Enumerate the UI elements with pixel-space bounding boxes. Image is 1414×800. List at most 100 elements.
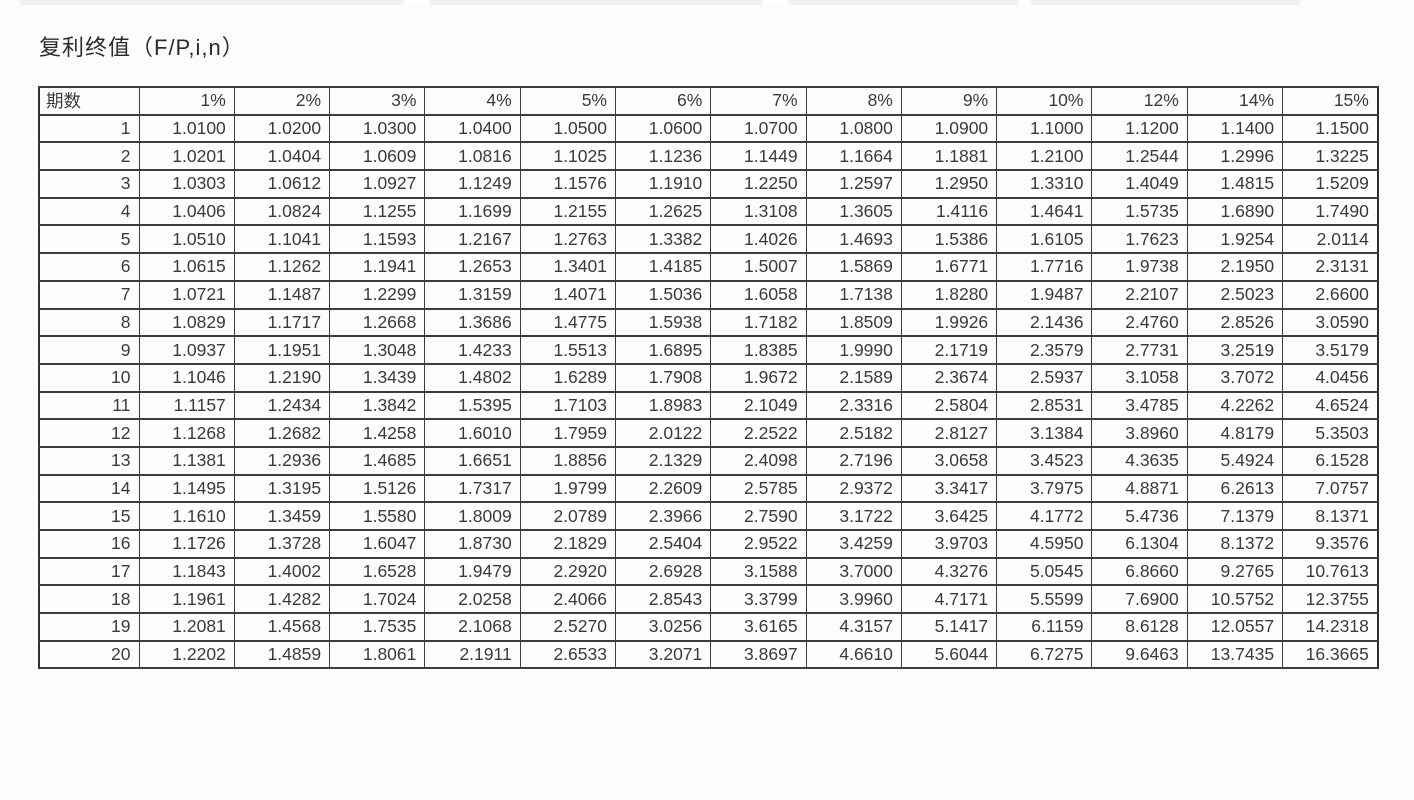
factor-cell: 1.1449	[710, 141, 807, 172]
factor-cell: 5.5599	[996, 584, 1093, 615]
factor-cell: 3.0590	[1282, 307, 1379, 338]
factor-cell: 1.6289	[519, 362, 616, 393]
factor-cell: 1.3159	[424, 279, 521, 310]
factor-cell: 1.1941	[329, 252, 426, 282]
table-row: 14 1.1495 1.3195 1.5126 1.7317 1.9799 2.2609 2.…	[38, 473, 1379, 504]
rate-column-header: 4%	[424, 86, 521, 116]
factor-cell: 2.5023	[1186, 279, 1284, 310]
factor-cell: 1.0300	[329, 113, 426, 144]
factor-cell: 1.0303	[138, 169, 235, 199]
factor-cell: 3.5179	[1282, 335, 1379, 365]
page-title: 复利终值（F/P,i,n）	[39, 35, 245, 60]
factor-cell: 1.8280	[900, 279, 998, 310]
table-row: 17 1.1843 1.4002 1.6528 1.9479 2.2920 2.6928 3.…	[38, 556, 1379, 587]
factor-cell: 1.0927	[329, 169, 426, 199]
factor-cell: 1.2190	[233, 362, 331, 393]
factor-cell: 1.9672	[710, 362, 807, 393]
factor-cell: 3.3417	[900, 473, 998, 504]
factor-cell: 3.6425	[900, 501, 998, 531]
factor-cell: 3.7072	[1186, 362, 1284, 393]
compound-interest-factor-table: 期数 1% 2% 3% 4% 5% 6% 7% 8% 9% 10% 12% 14% 15% 1 1.010…	[38, 86, 1379, 670]
factor-cell: 8.1371	[1282, 501, 1379, 531]
factor-cell: 12.3755	[1282, 584, 1379, 615]
factor-cell: 6.2613	[1186, 473, 1284, 504]
factor-cell: 1.0404	[233, 141, 331, 172]
factor-cell: 4.2262	[1186, 390, 1284, 421]
rate-column-header: 2%	[233, 86, 331, 116]
factor-cell: 2.6928	[614, 556, 712, 587]
factor-cell: 2.1829	[519, 529, 616, 559]
factor-cell: 3.0658	[900, 445, 998, 476]
factor-cell: 4.5950	[996, 529, 1093, 559]
factor-cell: 4.6610	[805, 639, 902, 670]
factor-cell: 1.0700	[710, 113, 807, 144]
factor-cell: 3.7975	[996, 473, 1093, 504]
factor-cell: 2.1068	[424, 612, 521, 642]
table-row: 18 1.1961 1.4282 1.7024 2.0258 2.4066 2.8543 3.…	[38, 584, 1379, 615]
factor-cell: 1.0400	[424, 113, 521, 144]
factor-cell: 1.9926	[900, 307, 998, 338]
factor-cell: 1.2544	[1091, 141, 1188, 172]
table-body: 1 1.0100 1.0200 1.0300 1.0400 1.0500 1.0600 1.0…	[38, 113, 1379, 670]
factor-cell: 1.5580	[329, 501, 426, 531]
factor-cell: 4.8871	[1091, 473, 1188, 504]
period-cell: 18	[38, 584, 140, 615]
factor-cell: 1.1699	[424, 196, 521, 227]
factor-cell: 1.2625	[614, 196, 712, 227]
factor-cell: 1.4116	[900, 196, 998, 227]
factor-cell: 2.1719	[900, 335, 998, 365]
table-row: 19 1.2081 1.4568 1.7535 2.1068 2.5270 3.0256 3.…	[38, 612, 1379, 642]
factor-cell: 1.0800	[805, 113, 902, 144]
factor-cell: 1.1249	[424, 169, 521, 199]
rate-column-header: 12%	[1091, 86, 1188, 116]
factor-cell: 1.6895	[614, 335, 712, 365]
factor-cell: 1.7138	[805, 279, 902, 310]
factor-cell: 1.5007	[710, 252, 807, 282]
rate-column-header: 10%	[996, 86, 1093, 116]
factor-cell: 6.1528	[1282, 445, 1379, 476]
factor-cell: 3.9960	[805, 584, 902, 615]
factor-cell: 1.4258	[329, 418, 426, 448]
factor-cell: 1.1951	[233, 335, 331, 365]
factor-cell: 3.9703	[900, 529, 998, 559]
factor-cell: 1.1400	[1186, 113, 1284, 144]
factor-cell: 1.7490	[1282, 196, 1379, 227]
factor-cell: 1.1726	[138, 529, 235, 559]
table-row: 16 1.1726 1.3728 1.6047 1.8730 2.1829 2.5404 2.…	[38, 529, 1379, 559]
factor-cell: 12.0557	[1186, 612, 1284, 642]
factor-cell: 2.0789	[519, 501, 616, 531]
factor-cell: 1.6105	[996, 224, 1093, 255]
factor-cell: 2.4760	[1091, 307, 1188, 338]
factor-cell: 4.0456	[1282, 362, 1379, 393]
factor-cell: 1.2434	[233, 390, 331, 421]
factor-cell: 1.1910	[614, 169, 712, 199]
factor-cell: 1.2299	[329, 279, 426, 310]
period-cell: 10	[38, 362, 140, 393]
factor-cell: 1.3108	[710, 196, 807, 227]
factor-cell: 2.3674	[900, 362, 998, 393]
factor-cell: 1.7024	[329, 584, 426, 615]
table-row: 15 1.1610 1.3459 1.5580 1.8009 2.0789 2.3966 2.…	[38, 501, 1379, 531]
period-cell: 17	[38, 556, 140, 587]
factor-cell: 1.3310	[996, 169, 1093, 199]
factor-cell: 1.2597	[805, 169, 902, 199]
factor-cell: 2.4098	[710, 445, 807, 476]
factor-cell: 1.0600	[614, 113, 712, 144]
factor-cell: 1.8509	[805, 307, 902, 338]
factor-cell: 1.4049	[1091, 169, 1188, 199]
factor-cell: 3.4523	[996, 445, 1093, 476]
factor-cell: 2.6533	[519, 639, 616, 670]
rate-column-header: 14%	[1186, 86, 1284, 116]
factor-cell: 1.9799	[519, 473, 616, 504]
factor-cell: 2.3966	[614, 501, 712, 531]
factor-cell: 1.1236	[614, 141, 712, 172]
factor-cell: 1.2668	[329, 307, 426, 338]
factor-cell: 3.8697	[710, 639, 807, 670]
factor-cell: 1.1157	[138, 390, 235, 421]
table-row: 20 1.2202 1.4859 1.8061 2.1911 2.6533 3.2071 3.…	[38, 639, 1379, 670]
rate-column-header: 3%	[329, 86, 426, 116]
factor-cell: 4.8179	[1186, 418, 1284, 448]
factor-cell: 1.3686	[424, 307, 521, 338]
period-cell: 13	[38, 445, 140, 476]
factor-cell: 1.5386	[900, 224, 998, 255]
